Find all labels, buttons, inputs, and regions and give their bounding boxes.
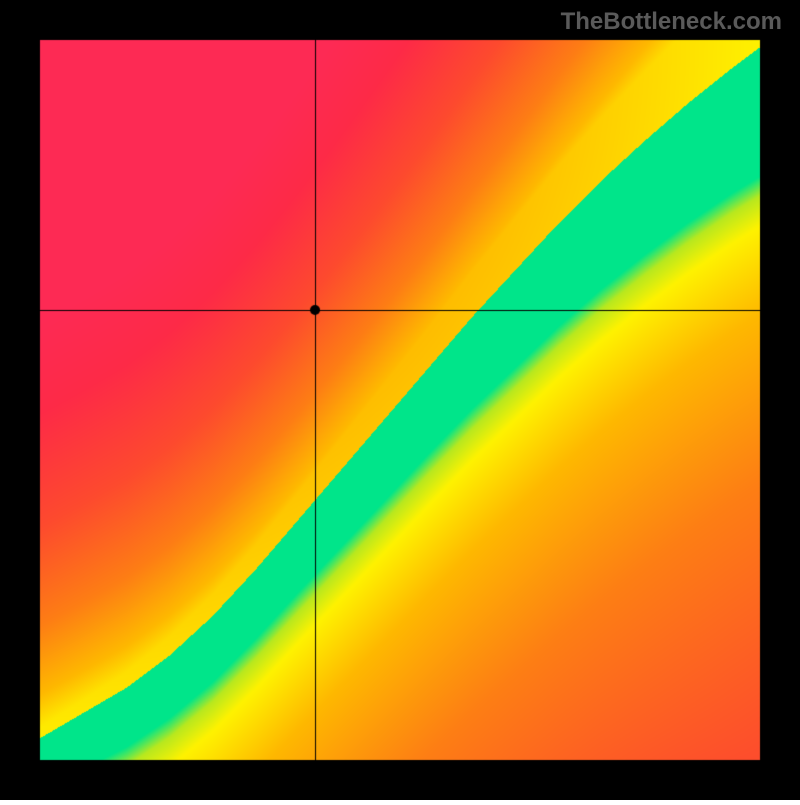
bottleneck-heatmap (0, 0, 800, 800)
watermark-text: TheBottleneck.com (561, 8, 782, 36)
heatmap-canvas (0, 0, 800, 800)
